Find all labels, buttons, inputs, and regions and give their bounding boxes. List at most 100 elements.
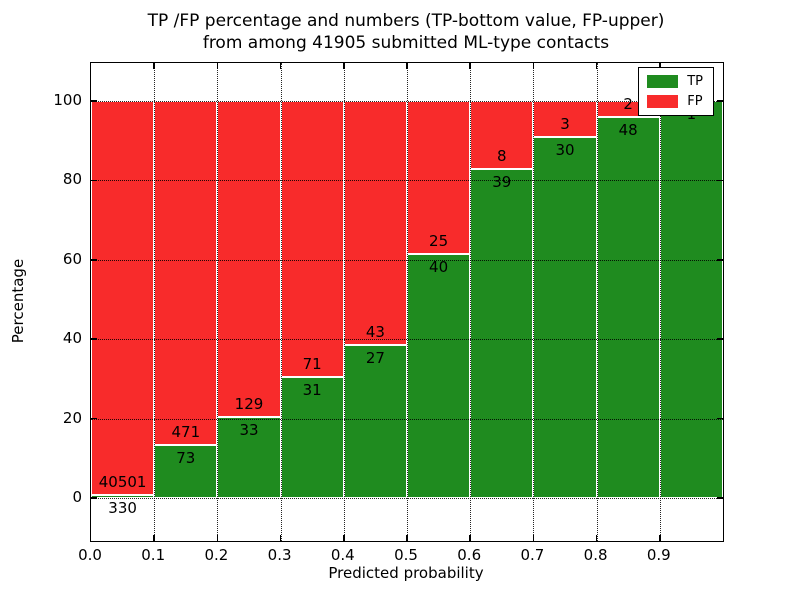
y-tick-left-20 (91, 417, 97, 420)
bar-segment-tp-6 (470, 168, 534, 498)
x-tick-bottom-3 (279, 535, 282, 541)
tp-count-label-0: 330 (108, 498, 137, 517)
x-tick-bottom-5 (406, 535, 408, 541)
x-tick-top-9 (659, 63, 661, 69)
x-tick-label-0.0: 0.0 (78, 546, 102, 564)
tp-count-label-7: 30 (555, 141, 575, 160)
y-tick-left-40 (91, 338, 97, 340)
y-tick-right-40 (717, 338, 723, 340)
tp-legend-label: TP (687, 74, 703, 89)
x-tick-bottom-2 (216, 535, 219, 541)
x-tick-label-0.9: 0.9 (646, 546, 671, 564)
fp-count-label-6: 8 (497, 146, 507, 165)
fp-count-label-2: 129 (234, 395, 264, 414)
v-gridline-5 (407, 63, 408, 541)
v-gridline-9 (659, 63, 661, 541)
x-tick-label-0.2: 0.2 (204, 546, 229, 564)
bar-segment-fp-1 (154, 101, 218, 445)
v-gridline-6 (470, 63, 472, 541)
bar-segment-fp-0 (91, 101, 155, 495)
y-tick-label-60: 60 (62, 249, 82, 268)
bar-segment-tp-8 (596, 116, 660, 498)
x-tick-top-2 (216, 63, 219, 69)
v-gridline-4 (343, 63, 345, 541)
x-axis-label: Predicted probability (328, 564, 484, 582)
fp-count-label-7: 3 (560, 115, 570, 134)
v-gridline-7 (533, 63, 535, 541)
y-tick-label-0: 0 (72, 488, 82, 506)
y-tick-left-80 (91, 179, 97, 182)
y-tick-right-0 (717, 497, 723, 499)
x-tick-top-6 (469, 63, 471, 69)
y-tick-right-60 (717, 259, 723, 261)
x-tick-label-0.5: 0.5 (394, 546, 418, 564)
tp-count-label-1: 73 (176, 448, 196, 467)
tp-count-label-4: 27 (365, 348, 385, 367)
y-tick-right-80 (717, 179, 723, 182)
x-tick-top-8 (595, 63, 598, 69)
v-gridline-2 (217, 63, 219, 541)
x-tick-bottom-9 (659, 535, 661, 541)
bar-segment-fp-3 (280, 101, 344, 378)
x-tick-bottom-1 (153, 535, 155, 541)
x-tick-bottom-8 (595, 535, 598, 541)
x-tick-top-4 (343, 63, 345, 69)
legend-row-fp: FP (647, 95, 703, 108)
x-tick-top-5 (406, 63, 408, 69)
chart-title: TP /FP percentage and numbers (TP-bottom… (90, 10, 722, 55)
bar-segment-tp-4 (343, 344, 407, 498)
x-tick-top-1 (153, 63, 155, 69)
bar-segment-tp-7 (533, 137, 597, 498)
v-gridline-8 (596, 63, 598, 541)
chart-title-line1: TP /FP percentage and numbers (TP-bottom… (147, 11, 665, 31)
y-axis-label: Percentage (9, 258, 27, 344)
fp-legend-label: FP (687, 94, 703, 109)
bar-segment-tp-3 (280, 377, 344, 498)
y-tick-left-0 (91, 497, 97, 499)
x-tick-label-0.3: 0.3 (267, 546, 292, 564)
v-gridline-3 (280, 63, 282, 541)
tp-count-label-2: 33 (239, 421, 259, 440)
tp-legend-swatch (647, 75, 679, 88)
fp-count-label-3: 71 (302, 355, 322, 374)
y-tick-left-100 (91, 100, 97, 102)
tp-count-label-6: 39 (492, 172, 512, 191)
fp-count-label-8: 2 (623, 94, 633, 113)
bar-segment-fp-4 (343, 101, 407, 345)
bar-segment-tp-9 (659, 101, 723, 498)
y-tick-label-40: 40 (62, 329, 82, 348)
x-tick-bottom-7 (532, 535, 535, 541)
y-tick-label-80: 80 (62, 170, 82, 189)
bar-segment-tp-0 (91, 494, 155, 498)
chart-title-line2: from among 41905 submitted ML-type conta… (202, 33, 610, 54)
bar-segment-fp-2 (217, 101, 281, 418)
legend-row-tp: TP (647, 75, 703, 88)
x-tick-label-0.8: 0.8 (583, 546, 608, 564)
x-tick-bottom-4 (343, 535, 345, 541)
bar-segment-tp-5 (407, 253, 471, 498)
y-tick-label-100: 100 (53, 91, 82, 109)
x-tick-label-0.7: 0.7 (520, 546, 545, 564)
v-gridline-1 (154, 63, 156, 541)
legend: TP FP (638, 67, 714, 116)
x-tick-bottom-6 (469, 535, 471, 541)
fp-count-label-0: 40501 (98, 472, 147, 491)
plot-area: 4050133047173129337131432725408393302480… (90, 62, 724, 542)
x-tick-label-0.4: 0.4 (330, 546, 355, 564)
x-tick-top-7 (532, 63, 535, 69)
fp-legend-swatch (647, 95, 679, 108)
y-tick-right-100 (717, 100, 723, 102)
x-tick-label-0.6: 0.6 (457, 546, 482, 564)
bar-segment-tp-1 (154, 444, 218, 498)
tp-count-label-8: 48 (618, 120, 638, 139)
y-tick-label-20: 20 (62, 408, 82, 427)
y-tick-right-20 (717, 417, 723, 420)
y-tick-left-60 (91, 259, 97, 261)
x-tick-label-0.1: 0.1 (141, 546, 166, 564)
tp-count-label-5: 40 (429, 257, 449, 276)
fp-count-label-4: 43 (365, 322, 385, 341)
tp-count-label-3: 31 (302, 381, 322, 400)
x-tick-top-3 (279, 63, 282, 69)
fp-count-label-5: 25 (429, 231, 449, 250)
